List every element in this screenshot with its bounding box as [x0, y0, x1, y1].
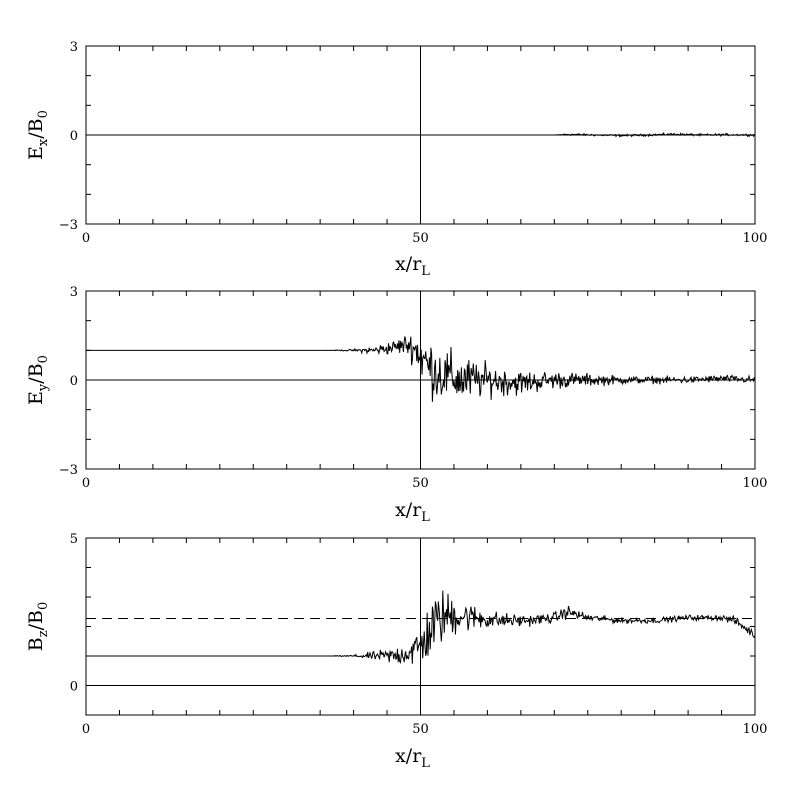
x-axis-label: x/rL [395, 253, 430, 279]
x-tick-label: 100 [743, 231, 768, 246]
x-axis-label: x/rL [395, 499, 430, 525]
series-line-1 [86, 336, 756, 402]
y-tick-label: 0 [70, 129, 78, 144]
y-tick-label: 0 [70, 680, 78, 695]
chart-panel-2: 0 50 100 −3 0 3 x/rL Ey/B0 [25, 285, 767, 525]
x-tick-label: 50 [412, 476, 429, 491]
series-line-1 [86, 132, 756, 138]
y-tick-label: 3 [70, 285, 78, 300]
x-tick-label: 0 [82, 231, 90, 246]
series-line-1 [86, 590, 756, 665]
chart-panel-3: 0 50 100 0 5 x/rL Bz/B0 [25, 532, 767, 771]
y-tick-label: 3 [70, 40, 78, 55]
x-tick-label: 50 [412, 231, 429, 246]
x-tick-label: 100 [743, 476, 768, 491]
y-axis-label: Bz/B0 [25, 602, 51, 651]
y-tick-label: 5 [70, 532, 78, 547]
x-tick-label: 50 [412, 722, 429, 737]
x-tick-label: 0 [82, 476, 90, 491]
y-tick-label: −3 [59, 218, 78, 233]
x-tick-label: 100 [743, 722, 768, 737]
y-axis-label: Ex/B0 [25, 110, 51, 160]
x-tick-label: 0 [82, 722, 90, 737]
x-axis-label: x/rL [395, 745, 430, 771]
y-tick-label: −3 [59, 463, 78, 478]
y-tick-label: 0 [70, 374, 78, 389]
chart-panel-1: 0 50 100 −3 0 3 x/rL Ex/B0 [25, 40, 767, 279]
y-axis-label: Ey/B0 [25, 355, 51, 405]
